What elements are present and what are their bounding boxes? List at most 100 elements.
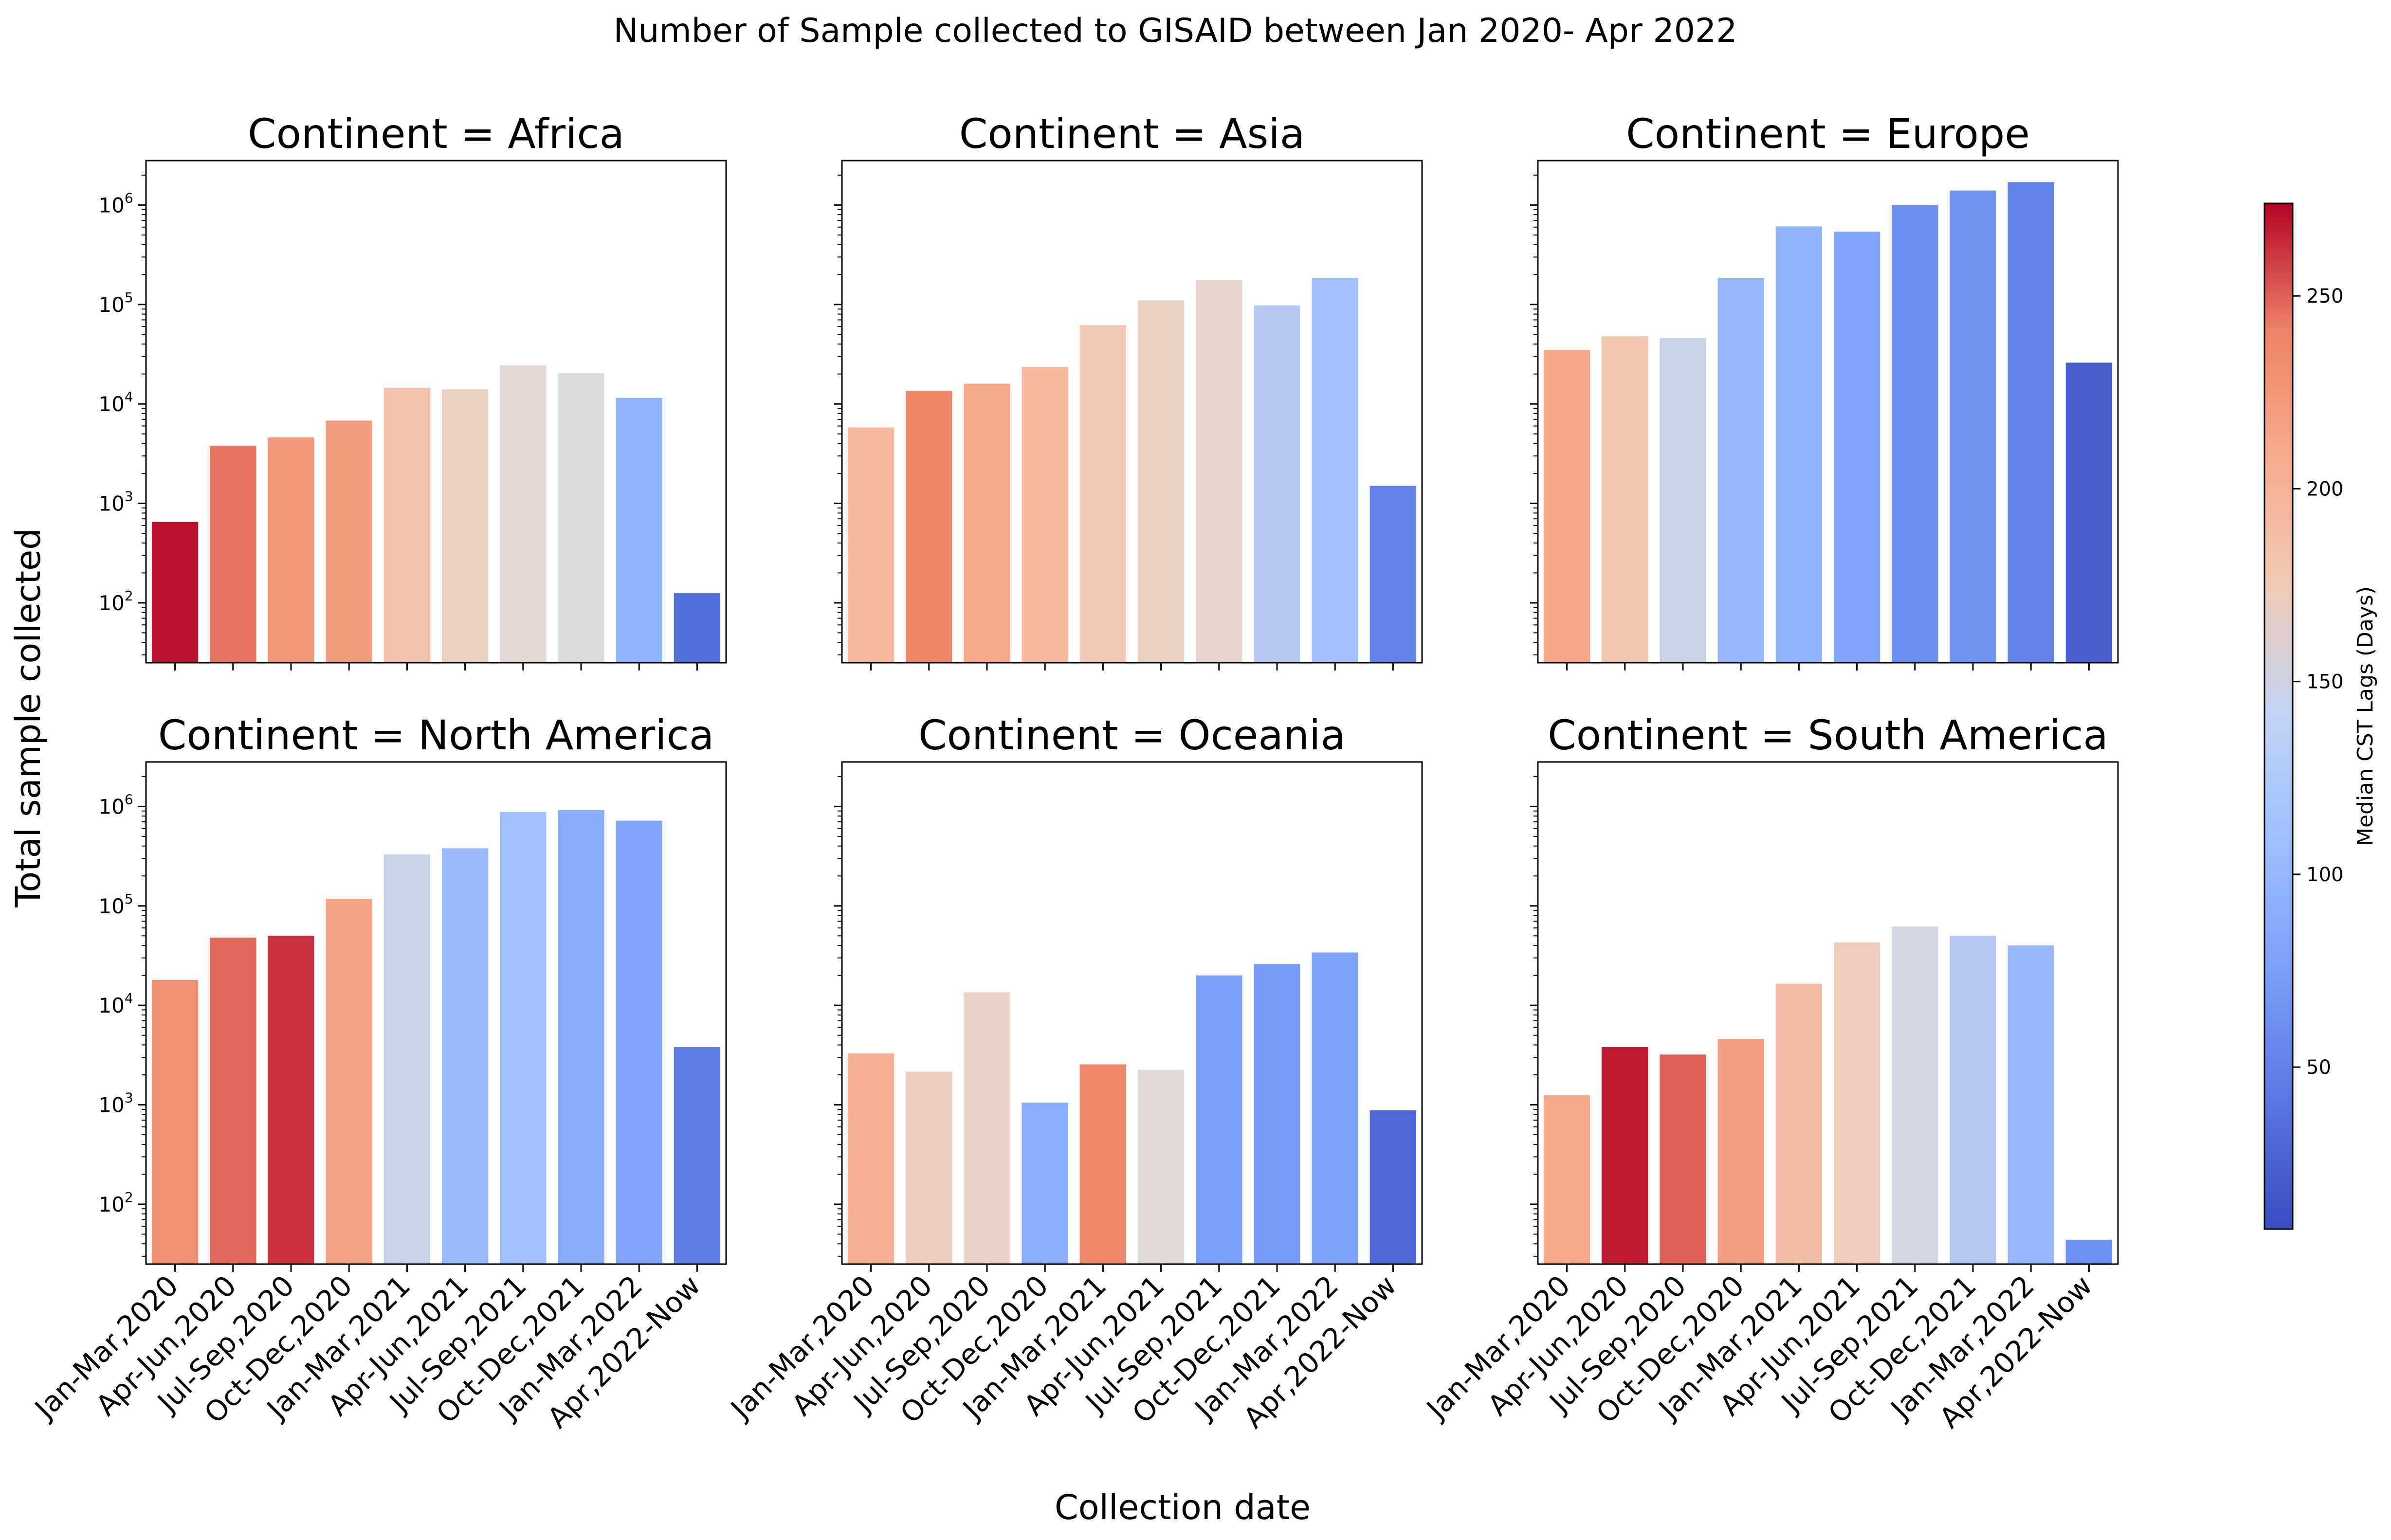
y-tick-label: 102 [98, 588, 133, 615]
y-tick-label: 106 [98, 190, 133, 217]
y-tick-label: 102 [98, 1189, 133, 1216]
bar [151, 522, 199, 663]
bar [1543, 349, 1590, 663]
bar [1602, 336, 1648, 663]
bar [1196, 280, 1242, 663]
bar [1022, 1103, 1068, 1264]
panel-frame [1537, 761, 2119, 1265]
bar [1892, 926, 1938, 1264]
panel-frame [1537, 160, 2119, 664]
bar [1950, 190, 1996, 663]
colorbar-tick-label: 50 [2306, 1056, 2331, 1079]
bar [1079, 1064, 1127, 1264]
colorbar-tick-label: 150 [2306, 671, 2343, 693]
bar [500, 812, 547, 1264]
bar [558, 810, 604, 1264]
bar [1660, 1054, 1706, 1264]
bar [1892, 205, 1938, 663]
bar [1137, 1069, 1185, 1264]
bar [674, 1047, 721, 1264]
bar [1196, 975, 1242, 1264]
panel-6: Continent = South AmericaJan-Mar,2020Apr… [1419, 711, 2119, 1434]
bar [1022, 367, 1068, 663]
bar [1254, 964, 1300, 1264]
bar [1254, 305, 1300, 663]
bar [1717, 278, 1764, 663]
panel-title: Continent = Oceania [918, 711, 1346, 759]
colorbar-gradient [2263, 202, 2294, 1230]
y-tick-label: 104 [98, 389, 133, 416]
panel-1: Continent = Africa 102 103 104 105 106 [98, 110, 727, 670]
bar [441, 848, 489, 1264]
colorbar-ticks: 50 100 150 200 250 [2293, 285, 2343, 1079]
bar [558, 373, 604, 663]
bar [847, 427, 894, 663]
colorbar: 50 100 150 200 250 Median CST Lags (Days) [2263, 202, 2378, 1230]
bar [906, 1071, 952, 1264]
panel-title: Continent = North America [158, 711, 714, 759]
panel-title: Continent = Europe [1626, 110, 2030, 158]
bar [964, 992, 1010, 1264]
bar [1950, 936, 1996, 1264]
bar [326, 899, 372, 1264]
colorbar-tick-label: 250 [2306, 285, 2343, 308]
bar [616, 398, 662, 663]
bar [616, 820, 662, 1264]
bar [1660, 338, 1706, 663]
y-tick-label: 106 [98, 791, 133, 818]
bar [1717, 1039, 1764, 1264]
bar [500, 365, 547, 663]
panel-frame [841, 761, 1423, 1265]
panel-title: Continent = Africa [248, 110, 624, 158]
bar [2065, 362, 2113, 663]
y-tick-label: 103 [98, 489, 133, 516]
y-tick-label: 104 [98, 990, 133, 1017]
bar [1312, 952, 1358, 1264]
bar [1079, 325, 1127, 663]
colorbar-tick-label: 100 [2306, 864, 2343, 886]
y-tick-label: 105 [98, 290, 133, 317]
panel-frame [145, 160, 727, 664]
bar [1312, 278, 1358, 663]
bar [1369, 1110, 1417, 1264]
bar [1137, 300, 1185, 663]
bar [383, 388, 431, 663]
bar [151, 979, 199, 1264]
bar [2008, 182, 2054, 663]
y-axis-label: Total sample collected [8, 528, 48, 907]
panel-title: Continent = South America [1548, 711, 2108, 759]
bar [847, 1053, 894, 1264]
bar [1369, 486, 1417, 663]
y-tick-label: 105 [98, 891, 133, 918]
panel-3: Continent = Europe [1530, 110, 2119, 670]
bar [1775, 226, 1823, 663]
figure-title: Number of Sample collected to GISAID bet… [613, 12, 1737, 50]
y-tick-label: 103 [98, 1090, 133, 1117]
bar [2065, 1239, 2113, 1264]
bar [674, 593, 721, 663]
bar [1833, 942, 1880, 1264]
bar [326, 420, 372, 663]
chart-panels: Continent = Africa102103104105106Contine… [27, 110, 2119, 1434]
bar [2008, 945, 2054, 1264]
panel-title: Continent = Asia [959, 110, 1305, 158]
bar [441, 389, 489, 663]
panel-frame [145, 761, 727, 1265]
bar [964, 383, 1010, 663]
panel-2: Continent = Asia [834, 110, 1423, 670]
bar [210, 937, 256, 1264]
colorbar-label: Median CST Lags (Days) [2353, 586, 2378, 846]
bar [1543, 1095, 1590, 1264]
bar [1602, 1047, 1648, 1264]
bar [906, 391, 952, 663]
bar [1833, 232, 1880, 663]
panel-5: Continent = OceaniaJan-Mar,2020Apr-Jun,2… [723, 711, 1423, 1434]
bar [268, 437, 314, 663]
bar [1775, 983, 1823, 1264]
panel-4: Continent = North AmericaJan-Mar,2020Apr… [27, 711, 727, 1434]
x-axis-label: Collection date [1055, 1487, 1311, 1527]
bar [210, 446, 256, 663]
colorbar-tick-label: 200 [2306, 478, 2343, 500]
panel-frame [841, 160, 1423, 664]
